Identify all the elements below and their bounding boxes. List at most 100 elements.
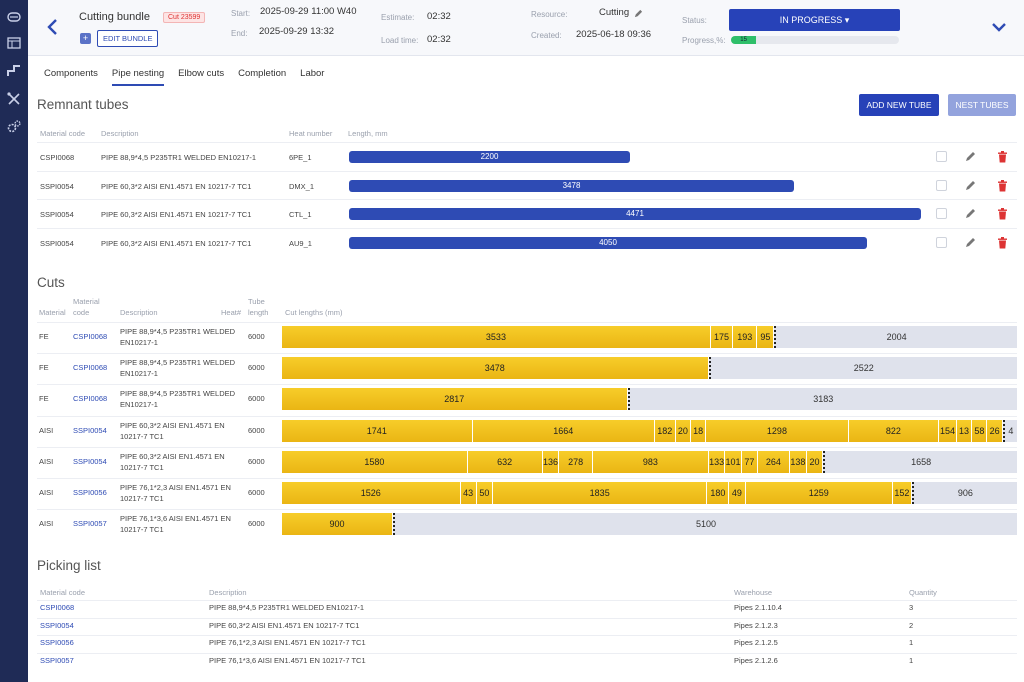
cut-segment[interactable]: 1580 [282, 450, 467, 473]
cut-segment[interactable]: 3533 [282, 326, 710, 348]
col-tube-length: Tube length [248, 297, 269, 317]
cut-segment[interactable]: 264 [757, 450, 789, 473]
length-bar: 2200 [349, 151, 630, 163]
reel-icon[interactable] [5, 8, 23, 26]
tube-length: 6000 [248, 488, 265, 497]
cut-segment[interactable]: 1526 [282, 482, 460, 504]
cut-segment[interactable]: 95 [757, 326, 774, 348]
cut-segment[interactable]: 1259 [745, 482, 892, 504]
cut-segment[interactable]: 1298 [706, 419, 848, 442]
cut-segment[interactable]: 50 [476, 482, 492, 504]
remnant-segment: 2522 [708, 357, 1017, 380]
add-icon[interactable]: + [80, 33, 91, 44]
col-cut-lengths: Cut lengths (mm) [285, 308, 343, 317]
nest-tubes-button[interactable]: NEST TUBES [948, 94, 1016, 116]
load-time-label: Load time: [381, 36, 419, 45]
tab-completion[interactable]: Completion [238, 68, 287, 79]
back-arrow-icon[interactable] [44, 16, 62, 38]
edit-icon[interactable] [965, 180, 976, 191]
cut-segment[interactable]: 133 [708, 450, 725, 473]
edit-bundle-button[interactable]: EDIT BUNDLE [97, 30, 159, 47]
description: PIPE 76,1*3,6 AISI EN1.4571 EN 10217-7 T… [120, 514, 231, 535]
heat-number: 6PE_1 [289, 153, 312, 162]
cut-segment[interactable]: 154 [939, 419, 956, 442]
description: PIPE 88,9*4,5 P235TR1 WELDED EN10217-1 [120, 327, 236, 347]
schedule-icon[interactable] [5, 34, 23, 52]
trash-icon[interactable] [997, 179, 1008, 192]
material: FE [39, 394, 49, 404]
row-divider [37, 142, 1017, 143]
tools-icon[interactable] [5, 90, 23, 108]
material-code-link[interactable]: SSPI0056 [73, 488, 107, 497]
cut-segment[interactable]: 180 [707, 482, 729, 504]
material-code-link[interactable]: CSPI0068 [73, 332, 108, 341]
cut-segment[interactable]: 193 [733, 326, 757, 348]
description: PIPE 60,3*2 AISI EN1.4571 EN 10217-7 TC1 [101, 181, 252, 191]
tube-length: 6000 [248, 456, 265, 466]
heat-number: DMX_1 [289, 181, 315, 191]
chevron-down-icon[interactable] [990, 20, 1008, 34]
cut-segment[interactable]: 175 [710, 326, 733, 348]
status-dropdown[interactable]: IN PROGRESS ▾ [729, 9, 900, 31]
select-checkbox[interactable] [936, 236, 947, 248]
cut-segment[interactable]: 13 [956, 419, 972, 442]
material-code-link[interactable]: SSPI0057 [40, 655, 74, 665]
cut-segment[interactable]: 18 [690, 419, 706, 442]
cut-segment[interactable]: 43 [460, 482, 476, 504]
progress-label: Progress,%: [682, 36, 726, 45]
cut-segment[interactable]: 182 [654, 419, 675, 442]
cut-segment[interactable]: 58 [972, 419, 987, 442]
material-code: SSPI0054 [40, 238, 74, 248]
material-code-link[interactable]: SSPI0057 [73, 519, 107, 529]
trash-icon[interactable] [997, 151, 1008, 163]
cut-segment[interactable]: 26 [987, 419, 1002, 442]
cut-segment[interactable]: 101 [725, 450, 741, 473]
remnant-segment: 5100 [393, 513, 1017, 536]
add-new-tube-button[interactable]: ADD NEW TUBE [859, 94, 939, 116]
material-code-link[interactable]: CSPI0068 [73, 394, 108, 404]
cut-segment[interactable]: 632 [467, 450, 542, 473]
edit-resource-icon[interactable] [634, 9, 643, 18]
tab-components[interactable]: Components [44, 68, 98, 79]
edit-icon[interactable] [965, 237, 976, 248]
tab-elbow-cuts[interactable]: Elbow cuts [178, 68, 225, 79]
material-code-link[interactable]: SSPI0054 [73, 425, 107, 435]
cut-segment[interactable]: 138 [789, 450, 806, 473]
material-code-link[interactable]: CSPI0068 [73, 363, 108, 373]
cut-segment[interactable]: 2817 [282, 388, 627, 411]
cut-segment[interactable]: 20 [806, 450, 823, 473]
cut-segment[interactable]: 278 [559, 450, 592, 473]
material-code-link[interactable]: CSPI0068 [40, 603, 75, 612]
select-checkbox[interactable] [936, 208, 947, 219]
edit-icon[interactable] [965, 208, 976, 219]
cut-segment[interactable]: 1835 [492, 482, 707, 504]
cut-segment[interactable]: 1664 [472, 419, 654, 442]
cut-segment[interactable]: 983 [592, 450, 708, 473]
edit-icon[interactable] [965, 151, 976, 162]
pipe-icon[interactable] [5, 62, 23, 80]
tab-pipe-nesting[interactable]: Pipe nesting [111, 68, 165, 86]
material-code-link[interactable]: SSPI0056 [40, 638, 74, 647]
cut-bar: 3478 2522 [282, 357, 1017, 380]
cut-segment[interactable]: 1741 [282, 419, 472, 442]
cut-segment[interactable]: 20 [675, 419, 690, 442]
cut-segment[interactable]: 49 [729, 482, 745, 504]
col-material-code: Material code [40, 129, 86, 138]
col-heat-number: Heat number [289, 129, 333, 138]
cut-segment[interactable]: 822 [848, 419, 939, 442]
cut-segment[interactable]: 77 [741, 450, 757, 473]
select-checkbox[interactable] [936, 179, 947, 191]
material-code-link[interactable]: SSPI0054 [40, 620, 74, 630]
cut-segment[interactable]: 900 [282, 513, 393, 536]
select-checkbox[interactable] [936, 151, 947, 162]
cut-segment[interactable]: 152 [892, 482, 911, 504]
material: AISI [39, 488, 54, 497]
tab-labor[interactable]: Labor [300, 68, 325, 79]
material: AISI [39, 456, 54, 466]
trash-icon[interactable] [997, 236, 1008, 249]
gears-icon[interactable] [5, 118, 23, 136]
cut-segment[interactable]: 3478 [282, 357, 708, 380]
material-code-link[interactable]: SSPI0054 [73, 456, 107, 466]
trash-icon[interactable] [997, 208, 1008, 220]
cut-segment[interactable]: 136 [542, 450, 559, 473]
